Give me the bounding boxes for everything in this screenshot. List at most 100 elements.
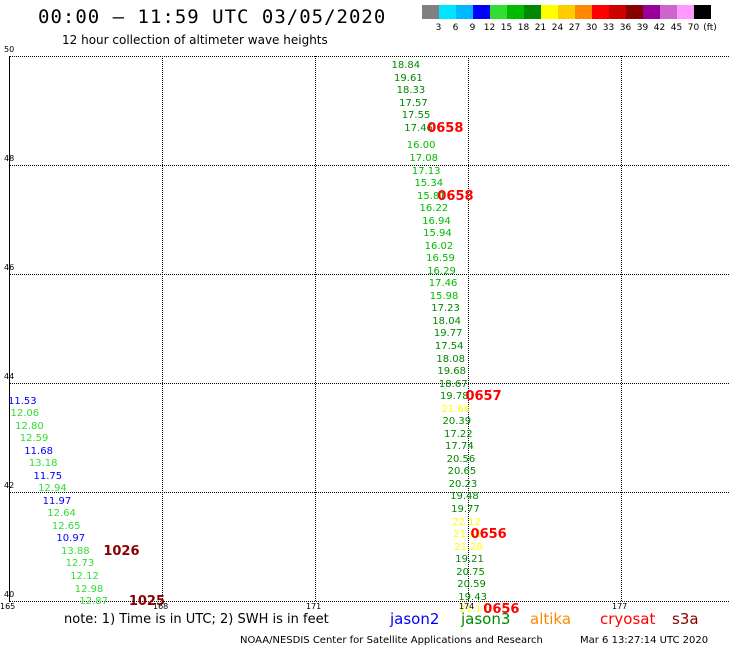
colorbar-swatch <box>439 5 456 19</box>
pass-time-label: 1025 <box>128 594 166 610</box>
wave-height-value: 11.97 <box>42 495 72 507</box>
colorbar-tick-label: 18 <box>517 23 530 33</box>
colorbar-tick-label: 24 <box>551 23 564 33</box>
pass-time-label: 0656 <box>483 602 520 618</box>
wave-height-value: 12.94 <box>38 483 67 495</box>
colorbar-swatch <box>541 5 558 19</box>
map-left-border <box>9 56 10 601</box>
pass-time-label: 0658 <box>427 121 464 137</box>
wave-height-value: 17.08 <box>409 153 438 164</box>
wave-height-value: 16.00 <box>406 140 436 152</box>
wave-height-value: 12.12 <box>70 571 99 583</box>
wave-height-value: 17.46 <box>404 123 433 135</box>
satellite-legend-altika: altika <box>530 610 572 628</box>
altimeter-map: 50 48 46 44 42 40 18.84 19.61 18.33 17.57 17.55 17.… <box>4 45 729 617</box>
wave-height-value: 17.46 <box>428 278 458 290</box>
wave-height-value: 20.65 <box>447 466 477 478</box>
map-title: 00:00 – 11:59 UTC 03/05/2020 <box>38 6 387 28</box>
credit-line: NOAA/NESDIS Center for Satellite Applica… <box>240 635 543 646</box>
wave-height-value: 15.81 <box>417 190 446 202</box>
pass-time-label: 0656 <box>470 527 507 543</box>
colorbar-swatch <box>660 5 677 19</box>
longitude-label: 177 <box>612 602 628 611</box>
wave-height-value: 12.87 <box>79 596 109 608</box>
colorbar-swatch <box>643 5 660 19</box>
latitude-gridline <box>9 492 729 493</box>
colorbar-unit-label: (ft) <box>703 23 717 33</box>
colorbar-tick-label: 42 <box>653 23 666 33</box>
pass-time-label: 1026 <box>103 543 140 559</box>
wave-height-value: 17.13 <box>411 165 441 177</box>
colorbar-swatch <box>473 5 490 19</box>
wave-height-value: 21.41 <box>453 529 482 541</box>
colorbar-swatch <box>694 5 711 19</box>
latitude-label: 42 <box>4 481 15 490</box>
latitude-gridline <box>9 601 729 602</box>
wave-height-value: 18.67 <box>438 378 468 390</box>
wave-height-value: 19.78 <box>439 391 469 403</box>
wave-height-value: 16.94 <box>422 215 451 227</box>
wave-height-value: 18.08 <box>436 353 466 365</box>
colorbar-swatch <box>592 5 609 19</box>
footer-note: note: 1) Time is in UTC; 2) SWH is in fe… <box>64 612 329 627</box>
colorbar-tick-label: 12 <box>483 23 496 33</box>
wave-height-value: 13.18 <box>28 458 58 470</box>
pass-time-label: 0657 <box>465 389 502 405</box>
satellite-legend-jason2: jason2 <box>390 610 440 628</box>
colorbar-swatch <box>575 5 592 19</box>
wave-height-value: 20.56 <box>446 453 476 465</box>
wave-height-value: 11.68 <box>24 445 53 457</box>
wave-height-value: 15.98 <box>429 290 459 302</box>
wave-height-value: 16.29 <box>427 265 456 277</box>
colorbar-swatch <box>524 5 541 19</box>
colorbar-tick-label: 3 <box>435 23 442 33</box>
longitude-label: 174 <box>459 602 475 611</box>
colorbar-swatch <box>490 5 507 19</box>
wave-height-value: 20.75 <box>456 566 485 578</box>
wave-height-value: 16.22 <box>419 203 449 215</box>
wave-height-value: 17.55 <box>401 110 431 122</box>
longitude-label: 168 <box>153 602 169 611</box>
wave-height-value: 18.04 <box>432 315 461 327</box>
colorbar-tick-label: 33 <box>602 23 615 33</box>
longitude-gridline <box>162 56 163 601</box>
latitude-label: 44 <box>4 372 15 381</box>
wave-height-value: 17.23 <box>431 303 460 315</box>
colorbar-tick-label: 45 <box>670 23 683 33</box>
wave-height-value: 21.64 <box>441 403 471 415</box>
latitude-label: 48 <box>4 154 15 163</box>
latitude-label: 46 <box>4 263 15 272</box>
wave-height-value: 12.73 <box>65 558 95 570</box>
wave-height-value: 10.97 <box>56 533 86 545</box>
wave-height-value: 21.17 <box>459 604 488 616</box>
latitude-gridline <box>9 165 729 166</box>
wave-height-value: 17.54 <box>434 341 464 353</box>
wave-height-value: 17.74 <box>445 441 474 453</box>
wave-height-value: 19.77 <box>451 503 480 515</box>
wave-height-value: 18.33 <box>396 85 426 97</box>
wave-height-value: 13.88 <box>61 545 90 557</box>
wave-height-value: 20.39 <box>442 416 472 428</box>
colorbar-swatch <box>609 5 626 19</box>
latitude-gridline <box>9 274 729 275</box>
wave-height-value: 12.98 <box>74 583 104 595</box>
longitude-gridline <box>621 56 622 601</box>
wave-height-value: 19.68 <box>437 366 467 378</box>
wave-height-value: 15.94 <box>423 228 452 240</box>
colorbar-swatch <box>558 5 575 19</box>
wave-height-value: 16.59 <box>426 253 455 265</box>
pass-time-label: 0658 <box>437 188 474 204</box>
wave-height-value: 19.21 <box>455 554 484 566</box>
colorbar-swatch <box>456 5 473 19</box>
colorbar-swatch <box>507 5 524 19</box>
wave-height-value: 12.59 <box>19 433 49 445</box>
wave-height-value: 12.65 <box>51 520 81 532</box>
wave-height-value: 18.84 <box>391 60 421 72</box>
latitude-gridline <box>9 383 729 384</box>
colorbar-swatch <box>422 5 439 19</box>
colorbar-swatch <box>677 5 694 19</box>
wave-height-value: 20.59 <box>457 579 486 591</box>
colorbar-tick-label: 6 <box>452 23 459 33</box>
satellite-legend-s3a: s3a <box>672 610 699 628</box>
wave-height-value: 19.61 <box>394 72 423 84</box>
